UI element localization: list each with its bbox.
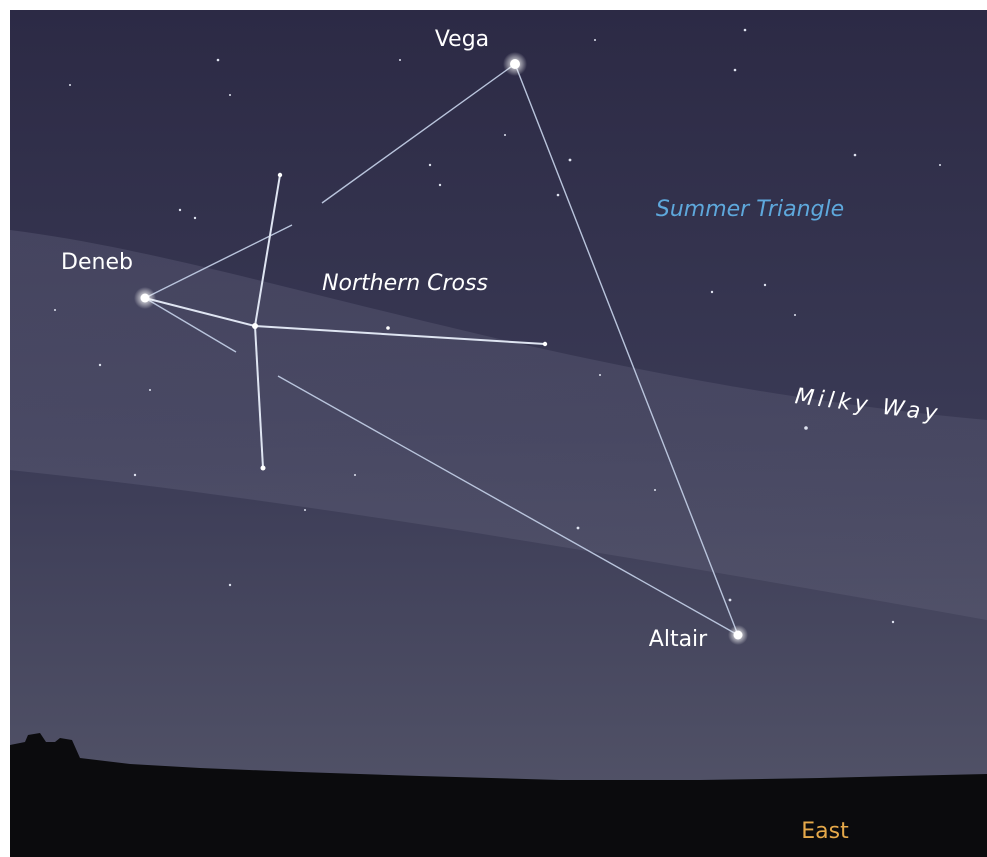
direction-label: East — [801, 819, 849, 844]
sky-illustration: Vega Deneb Altair Summer Triangle Northe… — [0, 0, 987, 857]
asterism-label: Summer Triangle — [656, 197, 844, 222]
page: Vega Deneb Altair Summer Triangle Northe… — [0, 0, 987, 857]
star-label: Altair — [649, 627, 708, 652]
star-label: Deneb — [61, 250, 133, 275]
star-label: Vega — [435, 27, 489, 52]
asterism-label: Northern Cross — [322, 271, 488, 296]
